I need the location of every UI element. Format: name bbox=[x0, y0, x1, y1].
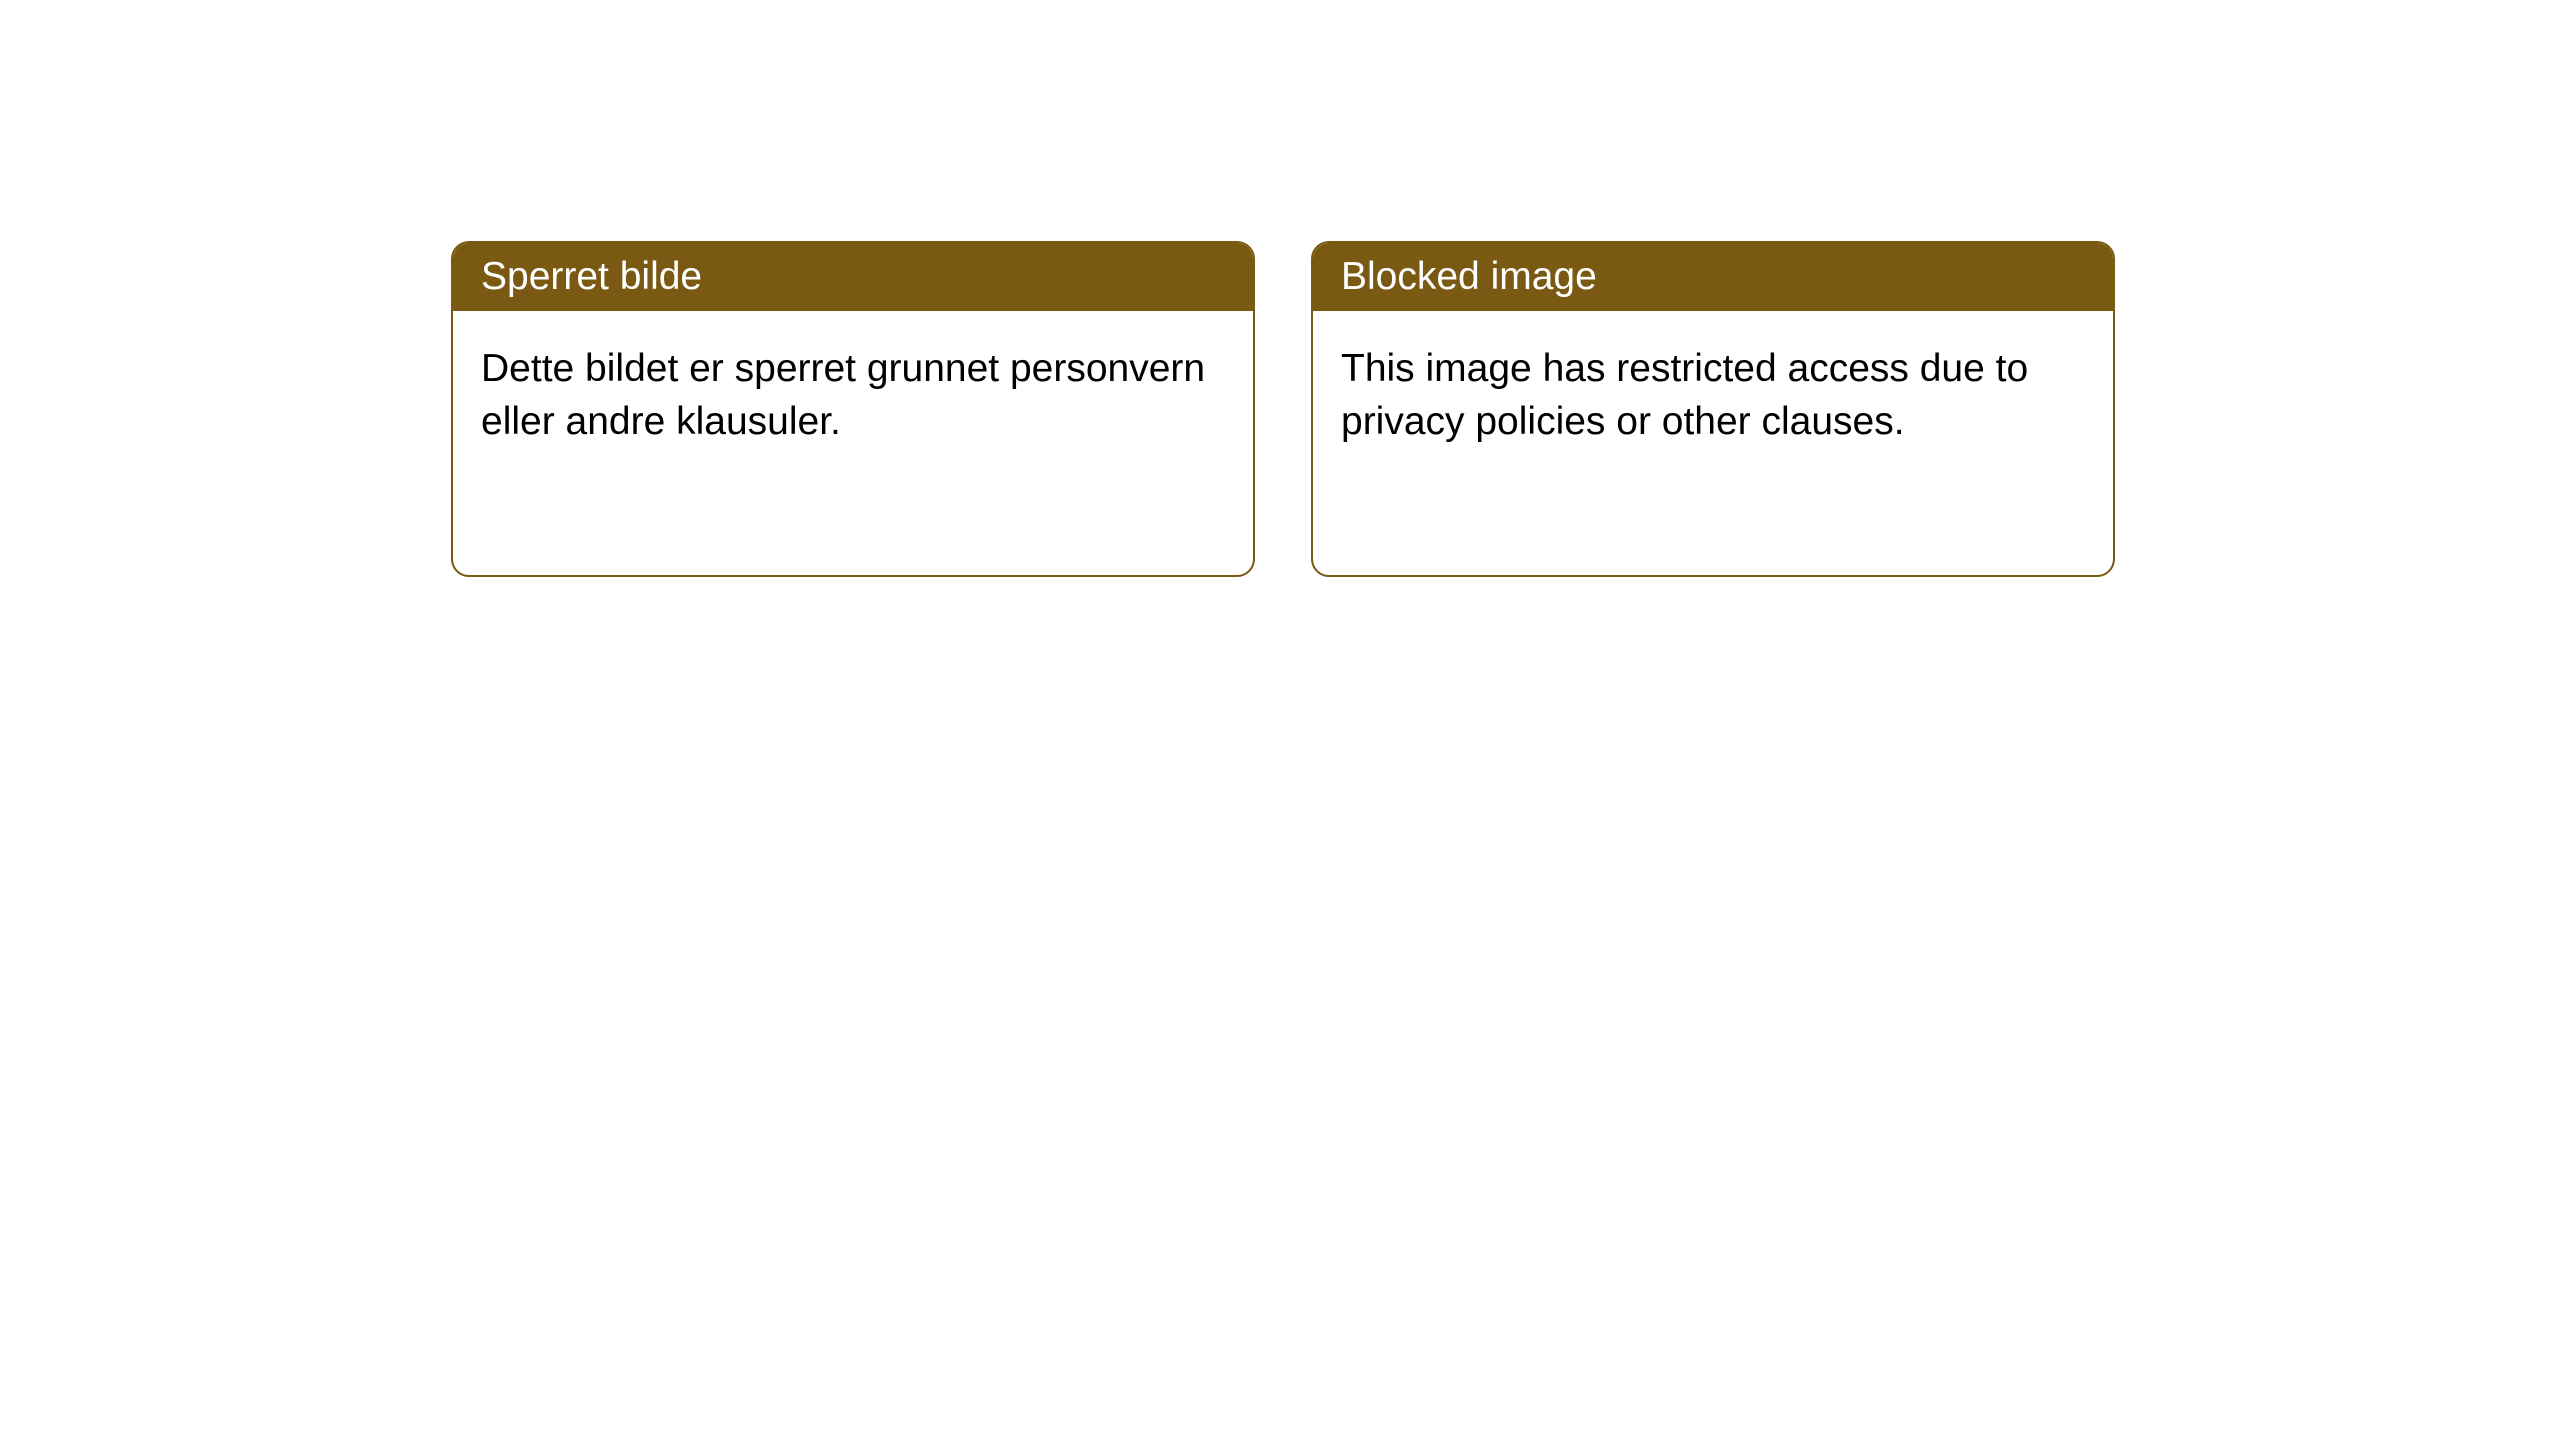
notice-header: Blocked image bbox=[1313, 243, 2113, 311]
notice-container: Sperret bilde Dette bildet er sperret gr… bbox=[0, 0, 2560, 577]
notice-card-norwegian: Sperret bilde Dette bildet er sperret gr… bbox=[451, 241, 1255, 577]
notice-header: Sperret bilde bbox=[453, 243, 1253, 311]
notice-card-english: Blocked image This image has restricted … bbox=[1311, 241, 2115, 577]
notice-title: Blocked image bbox=[1341, 255, 1597, 298]
notice-body-text: Dette bildet er sperret grunnet personve… bbox=[481, 347, 1205, 443]
notice-body: This image has restricted access due to … bbox=[1313, 311, 2113, 480]
notice-body-text: This image has restricted access due to … bbox=[1341, 347, 2028, 443]
notice-body: Dette bildet er sperret grunnet personve… bbox=[453, 311, 1253, 480]
notice-title: Sperret bilde bbox=[481, 255, 702, 298]
